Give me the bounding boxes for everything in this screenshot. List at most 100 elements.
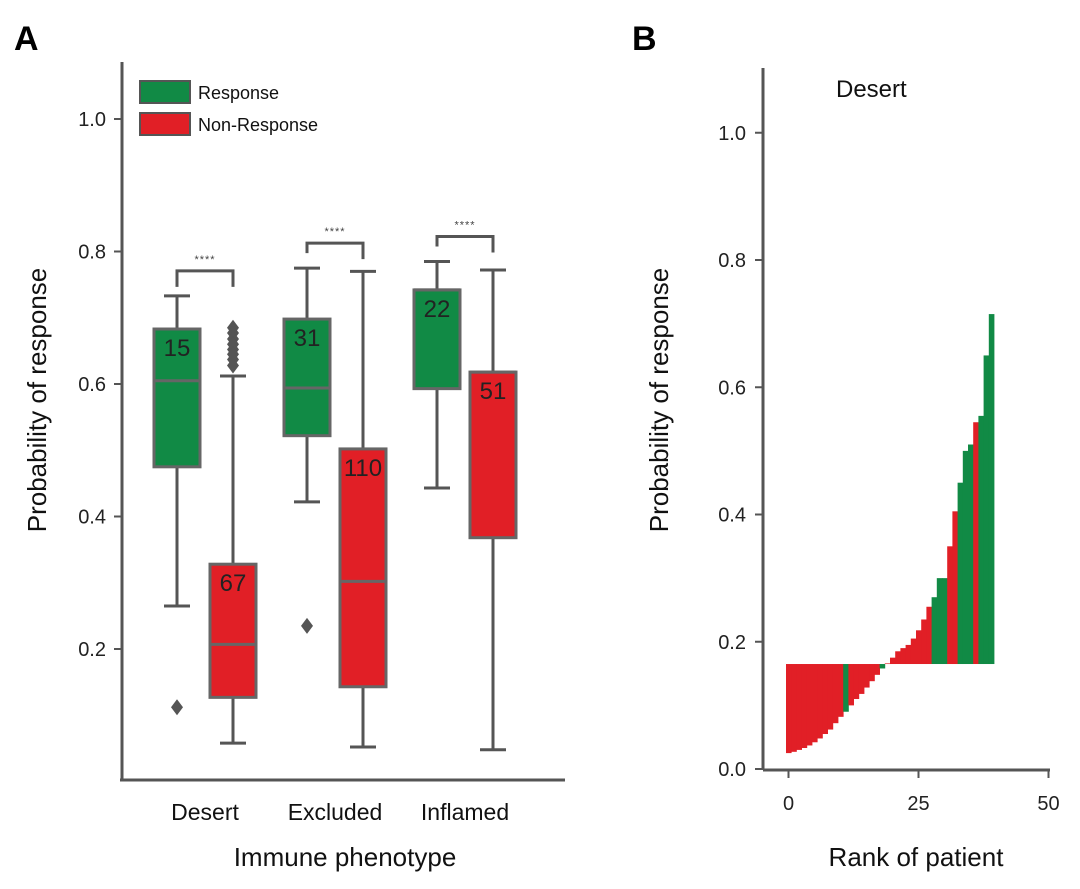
box-count-label: 31 [294, 325, 321, 352]
panel-b-y-tick-label: 0.4 [718, 505, 746, 527]
significance-bracket [175, 269, 235, 287]
panel-b-x-tick-label: 0 [783, 793, 794, 815]
bar-non-response [890, 657, 896, 665]
bar-non-response [926, 606, 932, 665]
significance-label: **** [194, 254, 215, 266]
box-body [208, 562, 258, 699]
panel-letter-a: A [14, 20, 39, 58]
panel-b-y-tick-label: 0.0 [718, 759, 746, 781]
box-outlier [301, 617, 313, 634]
bar-non-response [864, 664, 870, 688]
panel-a-y-tick-label: 0.6 [78, 374, 106, 396]
panel-a-y-tick-label: 0.4 [78, 507, 106, 529]
panel-a-category-label: Desert [171, 799, 239, 825]
bar-response [978, 415, 984, 665]
bar-response [988, 314, 995, 665]
box-response: 15 [152, 294, 202, 716]
panel-b-y-axis-title: Probability of response [644, 268, 674, 532]
bar-non-response [801, 664, 808, 749]
panel-b-y-tick-label: 0.2 [718, 632, 746, 654]
panel-a-category-label: Excluded [288, 799, 383, 825]
box-body [282, 317, 332, 438]
box-non-response: 110 [338, 269, 388, 749]
panel-b-x-ticks: 0 25 50 [783, 770, 1060, 815]
box-body [412, 288, 462, 391]
bar-non-response [791, 664, 797, 752]
significance-bracket [305, 241, 365, 260]
bar-non-response [916, 630, 922, 665]
bar-non-response [796, 664, 802, 750]
panel-a-x-categories: Desert Excluded Inflamed [171, 799, 509, 825]
legend-response-label: Response [198, 83, 279, 103]
bar-non-response [947, 546, 953, 665]
panel-a-y-tick-label: 0.8 [78, 242, 106, 264]
bar-non-response [910, 638, 917, 665]
bar-non-response [838, 664, 844, 717]
box-response: 22 [412, 259, 462, 490]
bar-non-response [848, 664, 854, 706]
panel-b-y-tick-label: 0.8 [718, 250, 746, 272]
significance-label: **** [454, 219, 475, 231]
box-body [468, 370, 518, 540]
box-count-label: 15 [164, 335, 191, 362]
panel-b-bars [786, 314, 995, 754]
panel-a-y-ticks: 0.2 0.4 0.6 0.8 1.0 [78, 109, 122, 661]
bar-response [843, 664, 849, 712]
panel-a-legend: Response Non-Response [139, 80, 318, 136]
panel-a-category-label: Inflamed [421, 799, 509, 825]
box-count-label: 22 [424, 296, 451, 323]
box-body [338, 447, 388, 689]
box-non-response: 51 [468, 268, 518, 752]
box-count-label: 110 [344, 455, 382, 482]
panel-b-y-tick-label: 0.6 [718, 377, 746, 399]
panel-b-y-ticks: 0.0 0.2 0.4 0.6 0.8 1.0 [718, 123, 763, 781]
bar-non-response [900, 648, 906, 665]
bar-non-response [884, 663, 891, 665]
bar-non-response [817, 664, 823, 739]
panel-a-y-tick-label: 1.0 [78, 109, 106, 131]
bar-response [931, 597, 938, 665]
bar-non-response [874, 664, 880, 675]
panel-a-x-axis-title: Immune phenotype [234, 842, 457, 872]
bar-non-response [832, 664, 839, 724]
bar-non-response [786, 664, 792, 754]
bar-non-response [858, 664, 865, 694]
legend-non-response-swatch [139, 112, 191, 136]
box-count-label: 67 [220, 570, 247, 597]
bar-non-response [952, 511, 958, 665]
panel-b-x-axis-title: Rank of patient [829, 842, 1005, 872]
bar-response [879, 664, 886, 669]
panel-a-y-tick-label: 0.2 [78, 639, 106, 661]
significance-label: **** [324, 226, 345, 238]
panel-a-boxplot: 15 31 22 67 110 51 **** **** **** 0.2 0.4 0.6 0.8 1.… [22, 62, 565, 872]
panel-b-title: Desert [836, 76, 907, 103]
bar-non-response [812, 664, 818, 743]
bar-response [957, 482, 964, 665]
bar-non-response [895, 651, 901, 665]
panel-a-marks: 15 31 22 67 110 51 **** **** **** [152, 219, 518, 752]
bar-non-response [921, 619, 927, 665]
bar-response [983, 355, 990, 665]
panel-b-y-tick-label: 1.0 [718, 123, 746, 145]
bar-non-response [827, 664, 834, 730]
bar-response [968, 444, 974, 665]
bar-non-response [853, 664, 860, 700]
legend-response-swatch [139, 80, 191, 104]
panel-b-x-tick-label: 25 [907, 793, 929, 815]
panel-letter-b: B [632, 20, 657, 58]
box-outlier [171, 699, 183, 716]
panel-b-x-tick-label: 50 [1037, 793, 1059, 815]
box-outlier [227, 357, 239, 374]
box-response: 31 [282, 266, 332, 634]
bar-non-response [869, 664, 875, 682]
box-body [152, 327, 202, 469]
bar-non-response [973, 422, 979, 665]
bar-non-response [905, 644, 912, 665]
box-count-label: 51 [480, 378, 507, 405]
box-non-response: 67 [208, 319, 258, 745]
bar-response [962, 450, 969, 665]
bar-response [936, 578, 943, 665]
bar-response [942, 578, 948, 665]
bar-non-response [806, 664, 813, 746]
